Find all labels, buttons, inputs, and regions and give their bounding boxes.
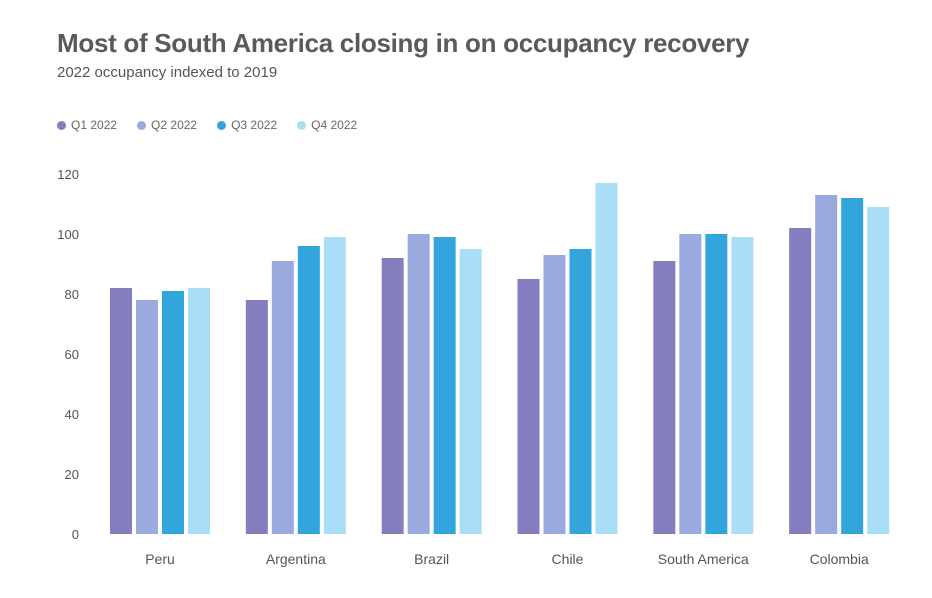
chart-subtitle: 2022 occupancy indexed to 2019 bbox=[57, 64, 278, 81]
bar-argentina-q4-2022 bbox=[323, 237, 346, 534]
bar-chile-q4-2022 bbox=[595, 183, 618, 534]
bar-south-america-q3-2022 bbox=[705, 234, 728, 534]
y-tick-label: 80 bbox=[65, 287, 79, 302]
legend-label-q3: Q3 2022 bbox=[231, 118, 278, 132]
x-category-label: South America bbox=[658, 551, 749, 567]
legend-item-q3: Q3 2022 bbox=[217, 118, 277, 132]
bar-south-america-q1-2022 bbox=[653, 261, 676, 534]
legend-label-q1: Q1 2022 bbox=[71, 118, 118, 132]
x-category-label: Argentina bbox=[266, 551, 326, 567]
y-tick-label: 40 bbox=[65, 407, 79, 422]
bar-argentina-q3-2022 bbox=[297, 246, 320, 534]
chart-title: Most of South America closing in on occu… bbox=[57, 28, 750, 58]
legend-swatch-q1 bbox=[57, 120, 66, 130]
legend-swatch-q4 bbox=[297, 120, 307, 130]
bar-argentina-q2-2022 bbox=[271, 261, 294, 534]
bar-brazil-q3-2022 bbox=[433, 237, 456, 534]
legend-item-q4: Q4 2022 bbox=[297, 118, 357, 132]
y-tick-label: 0 bbox=[72, 527, 79, 542]
bar-south-america-q2-2022 bbox=[679, 234, 702, 534]
y-tick-label: 120 bbox=[57, 167, 79, 182]
legend-label-q2: Q2 2022 bbox=[151, 118, 198, 132]
legend-swatch-q2 bbox=[137, 120, 147, 130]
x-category-label: Chile bbox=[552, 551, 584, 567]
x-category-label: Colombia bbox=[810, 551, 869, 567]
legend-item-q1: Q1 2022 bbox=[57, 118, 117, 132]
bar-colombia-q1-2022 bbox=[789, 228, 812, 534]
bar-chile-q1-2022 bbox=[517, 279, 540, 534]
x-category-label: Brazil bbox=[414, 551, 449, 567]
bar-chile-q3-2022 bbox=[569, 249, 592, 534]
bar-brazil-q2-2022 bbox=[407, 234, 430, 534]
chart-legend: Q1 2022 Q2 2022 Q3 2022 Q4 2022 bbox=[57, 118, 357, 132]
bar-peru-q3-2022 bbox=[162, 291, 184, 534]
legend-swatch-q3 bbox=[217, 120, 227, 130]
legend-item-q2: Q2 2022 bbox=[137, 118, 197, 132]
y-tick-label: 100 bbox=[57, 227, 79, 242]
bar-peru-q2-2022 bbox=[136, 300, 158, 534]
bar-colombia-q4-2022 bbox=[867, 207, 890, 534]
bar-colombia-q3-2022 bbox=[841, 198, 864, 534]
legend-label-q4: Q4 2022 bbox=[311, 118, 358, 132]
y-tick-label: 60 bbox=[65, 347, 79, 362]
bar-peru-q1-2022 bbox=[110, 288, 132, 534]
bar-chile-q2-2022 bbox=[543, 255, 566, 534]
bar-peru-q4-2022 bbox=[188, 288, 210, 534]
bar-argentina-q1-2022 bbox=[245, 300, 268, 534]
y-tick-label: 20 bbox=[65, 467, 79, 482]
bar-colombia-q2-2022 bbox=[815, 195, 838, 534]
bar-brazil-q4-2022 bbox=[459, 249, 482, 534]
bar-south-america-q4-2022 bbox=[731, 237, 754, 534]
x-category-label: Peru bbox=[145, 551, 175, 567]
bar-brazil-q1-2022 bbox=[381, 258, 404, 534]
